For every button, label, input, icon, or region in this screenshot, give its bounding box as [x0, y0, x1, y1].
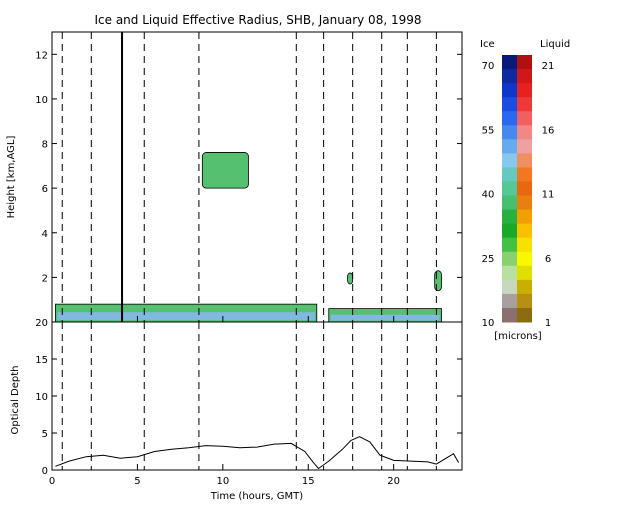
colorbar-ice-cell	[502, 307, 517, 323]
x-tick-label: 15	[302, 476, 315, 487]
bottom-panel: 0 5 10 15 20 0 5 10 15 20 Optical Depth Time (hou…	[10, 318, 463, 502]
colorbar-ice-tick-label: 55	[482, 125, 495, 136]
colorbar-ice-cell	[502, 293, 517, 309]
colorbar-ice-tick-label: 70	[482, 61, 495, 72]
colorbar-liquid-cell	[517, 293, 532, 309]
bottom-y-tick-label: 10	[35, 392, 48, 403]
colorbar-liquid-cell	[517, 167, 532, 182]
x-tick-label: 5	[134, 476, 140, 487]
colorbar-liquid-cell	[517, 139, 532, 154]
colorbar-liquid-tick-label: 16	[542, 125, 555, 136]
colorbar-liquid-tick-label: 6	[545, 254, 551, 265]
colorbar-ice-cell	[502, 279, 517, 295]
colorbar-ice-cell	[502, 209, 517, 225]
colorbar-ice-header: Ice	[480, 39, 495, 50]
colorbar-ice-cell	[502, 223, 517, 239]
colorbar-liquid-cell	[517, 125, 532, 140]
colorbar-liquid-cell	[517, 265, 532, 281]
bottom-y-tick-label: 5	[42, 429, 48, 440]
colorbar-units: [microns]	[494, 331, 541, 342]
colorbar-liquid-tick-label: 1	[545, 318, 551, 329]
x-tick-label: 0	[49, 476, 55, 487]
colorbar-liquid-cell	[517, 237, 532, 253]
colorbar-ice-tick-label: 25	[482, 254, 495, 265]
colorbar-liquid-cell	[517, 223, 532, 239]
colorbar-ice-cell	[502, 167, 517, 182]
colorbar-liquid-cell	[517, 181, 532, 197]
colorbar-liquid-cell	[517, 279, 532, 295]
colorbar-ice-cell	[502, 83, 517, 98]
colorbar-ice-cell	[502, 97, 517, 112]
x-axis-label: Time (hours, GMT)	[210, 491, 304, 502]
bottom-y-tick-label: 15	[35, 355, 48, 366]
colorbar-liquid-tick-label: 21	[542, 61, 555, 72]
bottom-plot-frame	[51, 321, 463, 471]
colorbar-ice-cell	[502, 69, 517, 84]
top-y-tick-label: 4	[42, 229, 48, 240]
colorbar-liquid-cell	[517, 69, 532, 84]
optical-depth-line	[55, 436, 460, 470]
top-y-axis-label: Height [km,AGL]	[6, 136, 17, 219]
x-tick-label: 10	[216, 476, 229, 487]
colorbar-liquid-cell	[517, 97, 532, 112]
cloud-cell	[434, 270, 442, 292]
bottom-y-tick-label: 0	[42, 466, 48, 477]
bottom-y-axis-label: Optical Depth	[10, 366, 21, 435]
figure-title: Ice and Liquid Effective Radius, SHB, Ja…	[94, 13, 421, 27]
top-y-tick-label: 2	[42, 273, 48, 284]
colorbar-liquid-header: Liquid	[540, 39, 570, 50]
colorbar-ice-cell	[502, 55, 517, 70]
colorbar-liquid-cell	[517, 83, 532, 98]
bottom-y-tick-label: 20	[35, 318, 48, 329]
top-y-tick-label: 8	[42, 140, 48, 151]
colorbar: Ice Liquid 70 55 40 25 10 21 16 11 6 1 [microns]	[480, 39, 570, 342]
top-y-tick-label: 10	[35, 95, 48, 106]
colorbar-ice-cell	[502, 251, 517, 267]
cloud-cell	[201, 152, 249, 189]
colorbar-ice-cell	[502, 111, 517, 126]
colorbar-liquid-cell	[517, 55, 532, 70]
cloud-layer-core	[330, 314, 440, 321]
cloud-layer-core	[57, 312, 315, 321]
colorbar-liquid-tick-label: 11	[542, 190, 555, 201]
colorbar-liquid-cell	[517, 251, 532, 267]
colorbar-ice-cell	[502, 265, 517, 281]
colorbar-ice-cell	[502, 139, 517, 154]
top-y-tick-label: 12	[35, 50, 48, 61]
colorbar-liquid-cell	[517, 195, 532, 211]
colorbar-ice-tick-label: 40	[482, 190, 495, 201]
top-plot-frame	[51, 31, 463, 323]
colorbar-ice-cell	[502, 125, 517, 140]
colorbar-liquid-cell	[517, 209, 532, 225]
colorbar-liquid-cell	[517, 153, 532, 168]
x-tick-label: 20	[387, 476, 400, 487]
cloud-cell	[347, 272, 354, 285]
colorbar-ice-cell	[502, 153, 517, 168]
top-y-tick-label: 6	[42, 184, 48, 195]
colorbar-liquid-cell	[517, 307, 532, 323]
colorbar-liquid-cell	[517, 111, 532, 126]
colorbar-ice-cell	[502, 195, 517, 211]
top-panel: 2 4 6 8 10 12 Height [km,AGL]	[6, 31, 463, 323]
colorbar-ice-tick-label: 10	[482, 318, 495, 329]
colorbar-ice-cell	[502, 181, 517, 197]
colorbar-ice-cell	[502, 237, 517, 253]
